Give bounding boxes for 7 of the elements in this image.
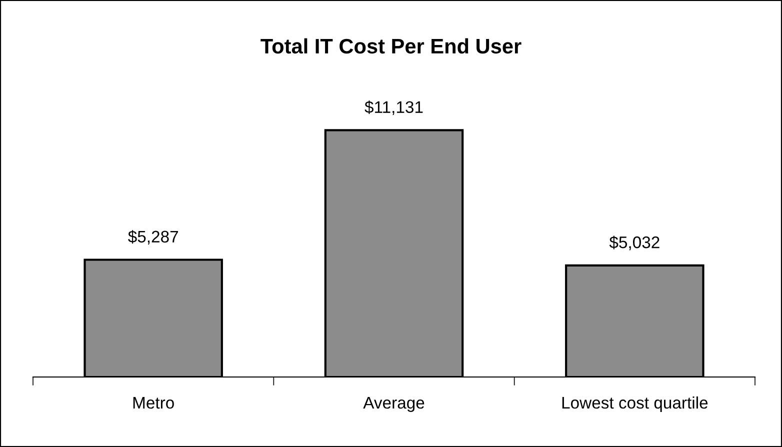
- x-tick-label: Lowest cost quartile: [562, 396, 708, 412]
- x-tick-label: Average: [363, 397, 424, 412]
- x-tick-label: Metro: [133, 397, 174, 409]
- data-label: $11,131: [364, 100, 423, 115]
- data-label: $5,032: [609, 236, 660, 250]
- data-label: $5,287: [128, 230, 178, 245]
- chart-title: Total IT Cost Per End User: [260, 38, 522, 54]
